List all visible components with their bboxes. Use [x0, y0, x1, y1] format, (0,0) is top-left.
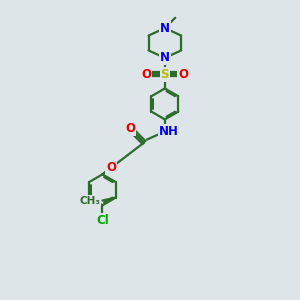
- Text: O: O: [178, 68, 188, 81]
- Text: Cl: Cl: [96, 214, 109, 227]
- Text: O: O: [125, 122, 135, 135]
- Text: NH: NH: [158, 125, 178, 138]
- Text: CH₃: CH₃: [80, 196, 100, 206]
- Text: S: S: [160, 68, 169, 81]
- Text: N: N: [160, 22, 170, 34]
- Text: O: O: [141, 68, 152, 81]
- Text: N: N: [160, 51, 170, 64]
- Text: O: O: [106, 161, 116, 174]
